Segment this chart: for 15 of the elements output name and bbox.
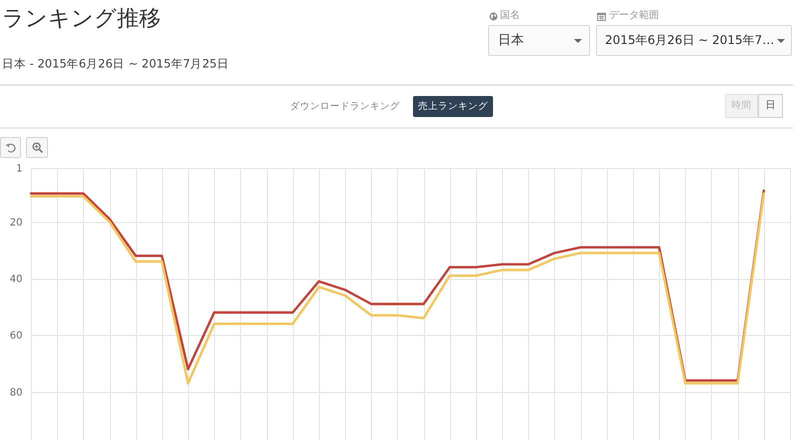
y-tick-label: 60 bbox=[10, 330, 22, 342]
chart-title: ランキング推移 bbox=[2, 6, 161, 32]
y-tick-label: 40 bbox=[10, 274, 22, 285]
selected-tab-button: 売上ランキング bbox=[413, 96, 493, 117]
y-tick-label: 1 bbox=[16, 164, 22, 174]
chart-subtitle: 日本 - 2015年6月26日 ~ 2015年7月25日 bbox=[2, 56, 229, 70]
toggle-button: 日 bbox=[758, 94, 783, 118]
field-label: データ範囲 bbox=[609, 10, 659, 22]
field-label: 国名 bbox=[500, 10, 520, 22]
toggle-button: 時間 bbox=[725, 94, 758, 118]
dropdown: 日本 bbox=[488, 25, 590, 56]
y-tick-label: 20 bbox=[10, 217, 22, 228]
dropdown: 2015年6月26日 ~ 2015年7… bbox=[596, 25, 792, 56]
y-tick-label: 80 bbox=[10, 387, 22, 398]
tab-label: ダウンロードランキング bbox=[289, 100, 401, 114]
